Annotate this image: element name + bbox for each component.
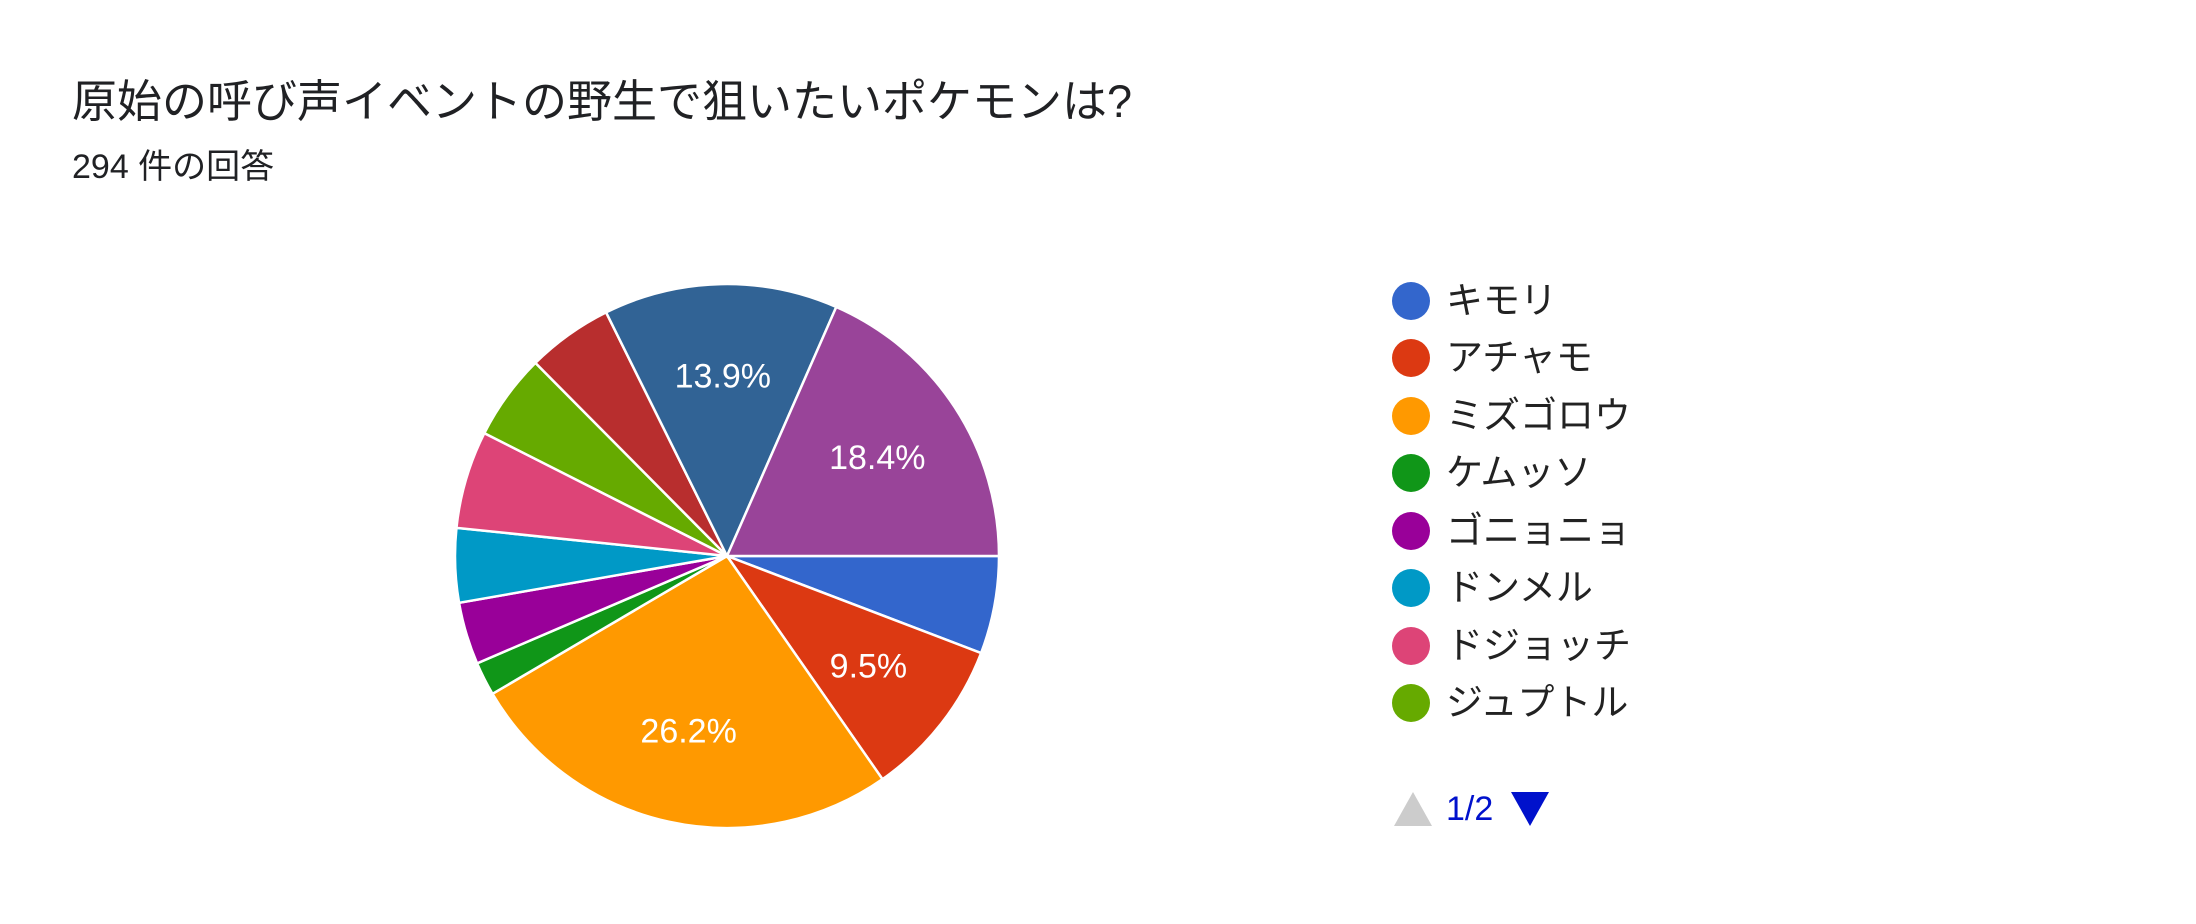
- legend-swatch: [1392, 684, 1430, 723]
- legend-label: ミズゴロウ: [1446, 394, 1631, 436]
- legend-item-achamo[interactable]: アチャモ: [1392, 330, 1631, 388]
- triangle-up-icon[interactable]: [1394, 792, 1432, 826]
- triangle-down-icon[interactable]: [1511, 792, 1550, 826]
- legend-item-gonyonyo[interactable]: ゴニョニョ: [1392, 502, 1631, 560]
- legend-label: ジュプトル: [1446, 682, 1629, 724]
- pie-slices: [453, 282, 1001, 830]
- legend-item-mizugorou[interactable]: ミズゴロウ: [1392, 387, 1631, 445]
- legend-swatch: [1392, 454, 1430, 493]
- pie-slice-label-10: 18.4%: [829, 439, 925, 477]
- legend-item-kimori[interactable]: キモリ: [1392, 272, 1631, 330]
- legend: キモリ アチャモ ミズゴロウ ケムッソ ゴニョニョ ドンメル ドジョッチ ジュプ…: [1392, 272, 1631, 732]
- legend-item-donmel[interactable]: ドンメル: [1392, 560, 1631, 618]
- legend-label: アチャモ: [1446, 337, 1593, 379]
- pie-slice-9[interactable]: [604, 282, 838, 559]
- legend-item-juptile[interactable]: ジュプトル: [1392, 675, 1631, 733]
- legend-swatch: [1392, 339, 1430, 378]
- pie-slice-label-2: 26.2%: [640, 712, 736, 750]
- pie-slice-1[interactable]: [723, 553, 983, 781]
- pie-slice-label-9: 13.9%: [675, 358, 771, 396]
- legend-swatch: [1392, 511, 1430, 550]
- legend-item-dojocchi[interactable]: ドジョッチ: [1392, 617, 1631, 675]
- legend-label: ケムッソ: [1446, 452, 1592, 494]
- pie-slice-10[interactable]: [725, 305, 1001, 558]
- legend-label: キモリ: [1446, 279, 1557, 321]
- legend-swatch: [1392, 569, 1430, 608]
- legend-swatch: [1392, 281, 1430, 320]
- legend-swatch: [1392, 396, 1430, 435]
- response-count: 294 件の回答: [72, 148, 275, 186]
- chart-title: 原始の呼び声イベントの野生で狙いたいポケモンは?: [72, 76, 1133, 127]
- pie-slice-labels: 9.5% 26.2% 13.9% 18.4%: [640, 358, 925, 751]
- legend-pager: 1/2: [1394, 786, 1550, 832]
- pie-slice-label-1: 9.5%: [830, 648, 908, 686]
- legend-swatch: [1392, 626, 1430, 665]
- legend-label: ドジョッチ: [1446, 624, 1631, 666]
- pie-slice-2[interactable]: [490, 554, 885, 830]
- legend-label: ゴニョニョ: [1446, 509, 1631, 551]
- legend-label: ドンメル: [1446, 567, 1593, 609]
- legend-page-indicator: 1/2: [1446, 789, 1494, 828]
- legend-item-kemusso[interactable]: ケムッソ: [1392, 445, 1631, 503]
